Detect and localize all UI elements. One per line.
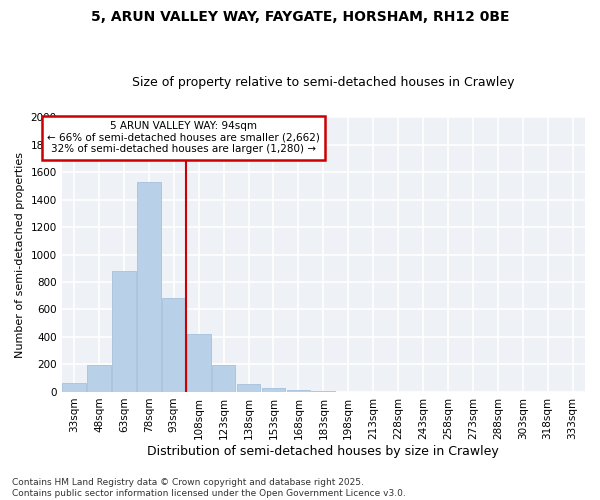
Bar bbox=[287, 390, 310, 392]
Text: Contains HM Land Registry data © Crown copyright and database right 2025.
Contai: Contains HM Land Registry data © Crown c… bbox=[12, 478, 406, 498]
Title: Size of property relative to semi-detached houses in Crawley: Size of property relative to semi-detach… bbox=[132, 76, 515, 90]
Bar bbox=[62, 383, 86, 392]
Bar bbox=[237, 384, 260, 392]
Text: 5 ARUN VALLEY WAY: 94sqm
← 66% of semi-detached houses are smaller (2,662)
32% o: 5 ARUN VALLEY WAY: 94sqm ← 66% of semi-d… bbox=[47, 121, 320, 154]
Y-axis label: Number of semi-detached properties: Number of semi-detached properties bbox=[15, 152, 25, 358]
Bar bbox=[87, 365, 111, 392]
Bar bbox=[162, 298, 185, 392]
Text: 5, ARUN VALLEY WAY, FAYGATE, HORSHAM, RH12 0BE: 5, ARUN VALLEY WAY, FAYGATE, HORSHAM, RH… bbox=[91, 10, 509, 24]
Bar bbox=[262, 388, 286, 392]
Bar bbox=[112, 271, 136, 392]
Bar bbox=[137, 182, 161, 392]
Bar bbox=[212, 365, 235, 392]
Bar bbox=[187, 334, 211, 392]
X-axis label: Distribution of semi-detached houses by size in Crawley: Distribution of semi-detached houses by … bbox=[148, 444, 499, 458]
